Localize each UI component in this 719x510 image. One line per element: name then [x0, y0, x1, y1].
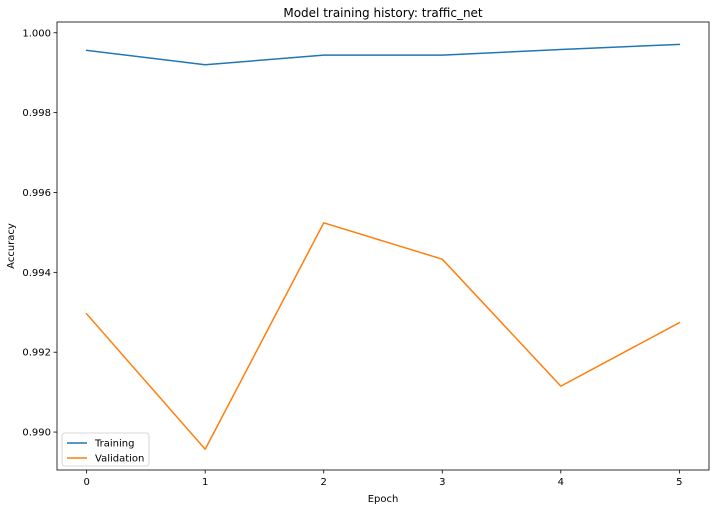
plot-frame: [56, 21, 710, 471]
y-tick-label: 0.998: [22, 108, 51, 119]
x-tick-label: 0: [83, 477, 89, 488]
series-line-validation: [85, 222, 681, 450]
x-tick-label: 5: [676, 477, 682, 488]
x-tick-label: 3: [439, 477, 445, 488]
y-tick-label: 0.992: [22, 348, 51, 359]
series-line-training: [85, 43, 681, 66]
x-axis-ticks: 0 1 2 3 4 5: [83, 470, 683, 488]
legend: Training Validation: [61, 432, 150, 467]
x-tick-label: 4: [558, 477, 564, 488]
x-axis-label: Epoch: [368, 494, 399, 505]
y-tick-label: 0.994: [22, 268, 51, 279]
legend-label-training: Training: [94, 439, 134, 450]
y-tick-label: 0.990: [22, 428, 51, 439]
plot-area: [56, 21, 710, 471]
legend-label-validation: Validation: [95, 454, 144, 465]
y-tick-label: 1.000: [22, 28, 51, 39]
y-axis-ticks: 0.990 0.992 0.994 0.996 0.998 1.000: [22, 28, 57, 439]
series-lines: [85, 43, 681, 450]
x-tick-label: 2: [321, 477, 327, 488]
chart-title: Model training history: traffic_net: [283, 6, 483, 20]
x-tick-label: 1: [202, 477, 208, 488]
y-axis-label: Accuracy: [6, 223, 17, 269]
y-tick-label: 0.996: [22, 188, 51, 199]
